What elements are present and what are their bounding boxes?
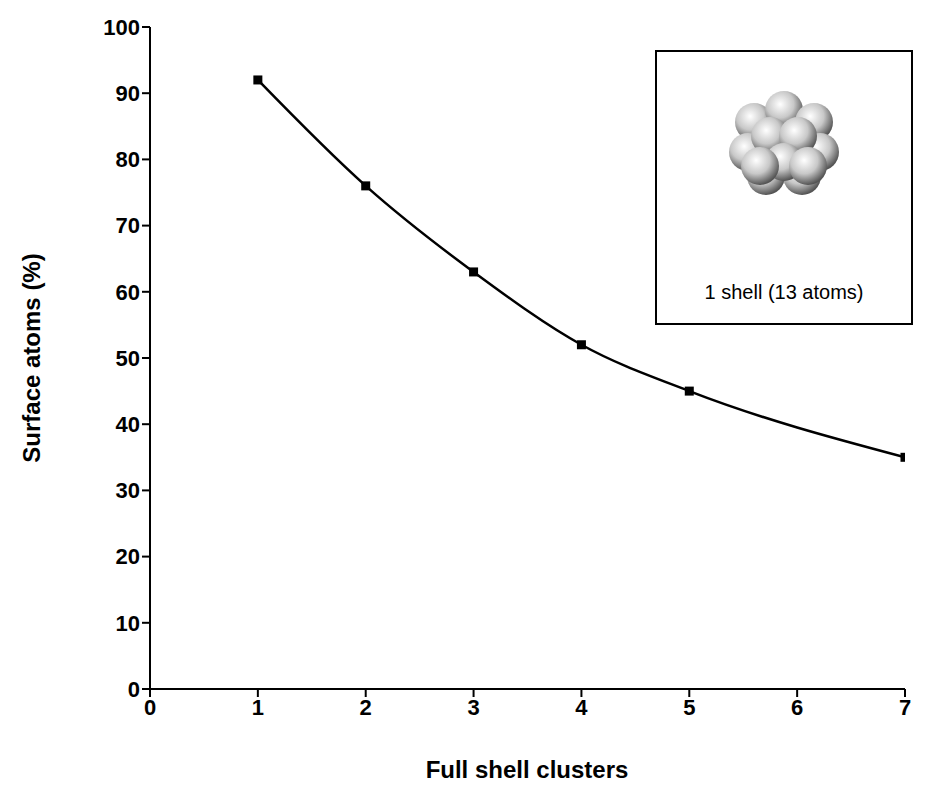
svg-text:60: 60 (116, 280, 140, 305)
svg-text:Full shell clusters: Full shell clusters (426, 756, 629, 783)
svg-text:10: 10 (116, 611, 140, 636)
svg-text:20: 20 (116, 544, 140, 569)
svg-text:6: 6 (791, 695, 803, 720)
svg-text:90: 90 (116, 81, 140, 106)
svg-text:30: 30 (116, 478, 140, 503)
svg-text:80: 80 (116, 147, 140, 172)
svg-text:0: 0 (144, 695, 156, 720)
svg-text:50: 50 (116, 346, 140, 371)
svg-text:40: 40 (116, 412, 140, 437)
svg-text:1 shell (13 atoms): 1 shell (13 atoms) (705, 281, 864, 303)
svg-text:3: 3 (467, 695, 479, 720)
svg-text:7: 7 (899, 695, 911, 720)
svg-text:1: 1 (252, 695, 264, 720)
svg-text:0: 0 (128, 677, 140, 702)
svg-text:Surface atoms (%): Surface atoms (%) (18, 253, 45, 462)
svg-text:4: 4 (575, 695, 588, 720)
svg-text:100: 100 (103, 15, 140, 40)
svg-text:5: 5 (683, 695, 695, 720)
svg-text:70: 70 (116, 213, 140, 238)
svg-text:2: 2 (360, 695, 372, 720)
